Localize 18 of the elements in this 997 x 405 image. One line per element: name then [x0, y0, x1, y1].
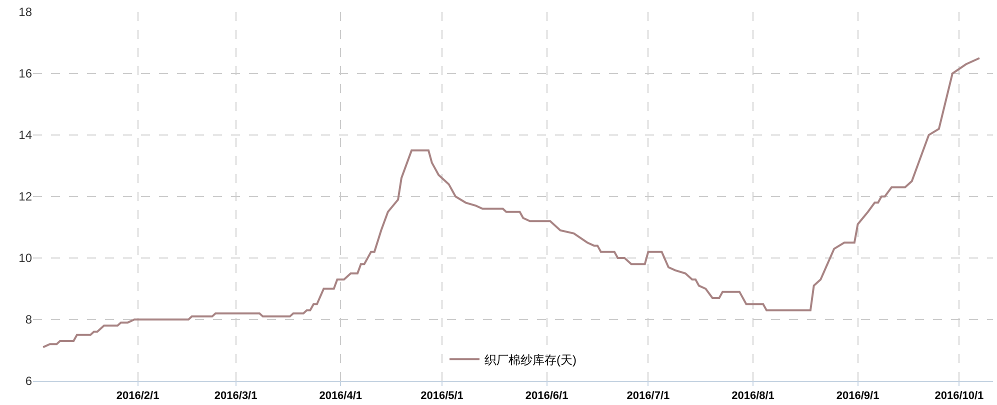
x-tick-label: 2016/9/1 — [836, 390, 880, 402]
x-tick-label: 2016/3/1 — [214, 390, 258, 402]
legend-label: 织厂棉纱库存(天) — [484, 352, 576, 367]
x-tick-label: 2016/8/1 — [732, 390, 774, 402]
y-tick-label: 6 — [25, 374, 32, 388]
x-tick-label: 2016/4/1 — [319, 390, 362, 402]
line-series — [42, 57, 980, 348]
y-tick-label: 10 — [18, 251, 32, 266]
x-tick-label: 2016/2/1 — [116, 390, 160, 402]
y-tick-label: 14 — [18, 128, 32, 142]
x-tick-label: 2016/5/1 — [420, 390, 464, 402]
y-tick-label: 18 — [18, 5, 32, 20]
x-tick-label: 2016/7/1 — [626, 390, 670, 402]
x-tick-label: 2016/10/1 — [934, 390, 984, 402]
y-tick-label: 12 — [18, 190, 32, 204]
y-tick-label: 16 — [18, 66, 32, 81]
y-tick-label: 8 — [25, 312, 32, 327]
x-tick-label: 2016/6/1 — [525, 390, 568, 402]
